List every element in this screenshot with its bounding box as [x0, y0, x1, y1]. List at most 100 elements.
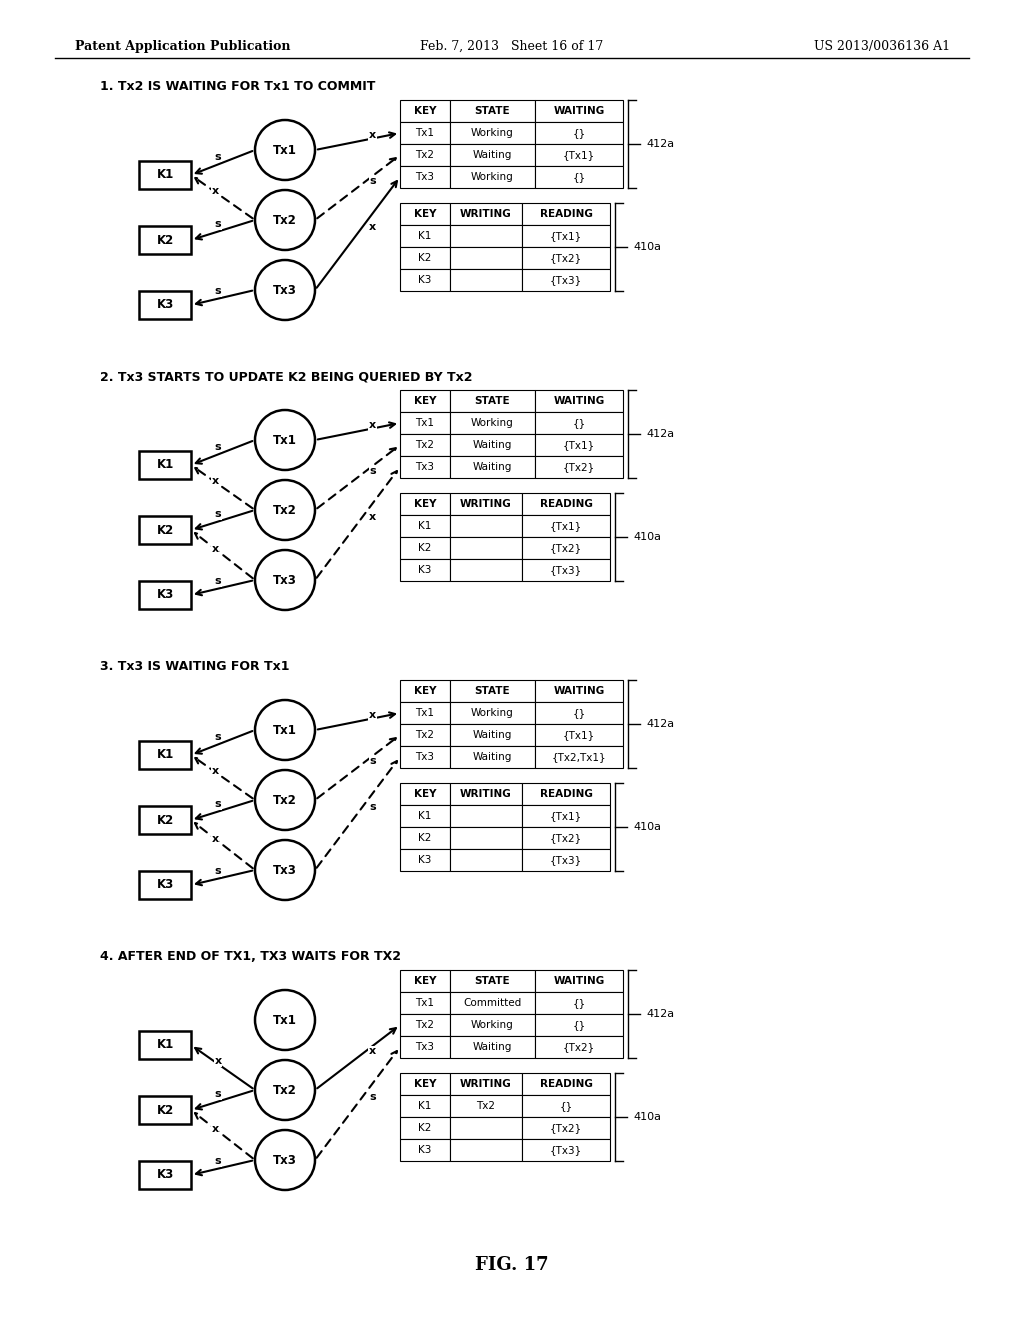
Bar	[450, 1073, 522, 1096]
Text: {Tx1}: {Tx1}	[563, 440, 595, 450]
Bar	[450, 970, 535, 993]
Bar	[400, 537, 450, 558]
Bar	[535, 1036, 623, 1059]
Text: 410a: 410a	[633, 822, 662, 832]
Bar	[400, 805, 450, 828]
Text: {Tx1}: {Tx1}	[550, 810, 582, 821]
Bar	[400, 100, 450, 121]
Text: KEY: KEY	[414, 106, 436, 116]
Text: K3: K3	[419, 565, 432, 576]
Bar	[450, 247, 522, 269]
Bar	[139, 451, 191, 479]
Bar	[400, 492, 450, 515]
Text: Tx2: Tx2	[416, 150, 434, 160]
Text: K2: K2	[419, 543, 432, 553]
Text: K3: K3	[157, 1168, 174, 1181]
Bar	[522, 224, 610, 247]
Text: {Tx2}: {Tx2}	[550, 253, 582, 263]
Bar	[139, 807, 191, 834]
Text: 1. Tx2 IS WAITING FOR Tx1 TO COMMIT: 1. Tx2 IS WAITING FOR Tx1 TO COMMIT	[100, 81, 376, 92]
Bar	[450, 849, 522, 871]
Bar	[400, 1096, 450, 1117]
Text: KEY: KEY	[414, 686, 436, 696]
Bar	[400, 1117, 450, 1139]
Text: Working: Working	[471, 1020, 514, 1030]
Text: Tx1: Tx1	[416, 418, 434, 428]
Bar	[535, 100, 623, 121]
Bar	[400, 1139, 450, 1162]
Bar	[450, 702, 535, 723]
Bar	[400, 121, 450, 144]
Bar	[535, 723, 623, 746]
Text: Tx1: Tx1	[416, 708, 434, 718]
Text: x: x	[211, 1125, 218, 1134]
Text: {}: {}	[572, 708, 586, 718]
Circle shape	[255, 260, 315, 319]
Text: Working: Working	[471, 128, 514, 139]
Text: K1: K1	[157, 748, 174, 762]
Bar	[139, 161, 191, 189]
Text: {Tx2}: {Tx2}	[550, 1123, 582, 1133]
Bar	[450, 166, 535, 187]
Bar	[522, 1117, 610, 1139]
Bar	[139, 1162, 191, 1189]
Bar	[400, 434, 450, 455]
Text: WAITING: WAITING	[553, 975, 604, 986]
Bar	[139, 581, 191, 609]
Text: x: x	[369, 512, 376, 523]
Text: s: s	[215, 731, 221, 742]
Text: K2: K2	[157, 1104, 174, 1117]
Bar	[450, 1036, 535, 1059]
Text: K2: K2	[157, 234, 174, 247]
Text: 2. Tx3 STARTS TO UPDATE K2 BEING QUERIED BY Tx2: 2. Tx3 STARTS TO UPDATE K2 BEING QUERIED…	[100, 370, 472, 383]
Bar	[450, 783, 522, 805]
Circle shape	[255, 1130, 315, 1191]
Text: 410a: 410a	[633, 242, 662, 252]
Text: 410a: 410a	[633, 1111, 662, 1122]
Text: x: x	[369, 710, 376, 721]
Bar	[139, 290, 191, 319]
Bar	[450, 269, 522, 290]
Text: K3: K3	[419, 855, 432, 865]
Bar	[400, 849, 450, 871]
Bar	[450, 412, 535, 434]
Text: x: x	[211, 544, 218, 554]
Text: K2: K2	[419, 1123, 432, 1133]
Text: Tx3: Tx3	[273, 863, 297, 876]
Text: Tx1: Tx1	[273, 433, 297, 446]
Bar	[400, 558, 450, 581]
Circle shape	[255, 770, 315, 830]
Text: KEY: KEY	[414, 499, 436, 510]
Text: STATE: STATE	[475, 686, 510, 696]
Bar	[400, 247, 450, 269]
Text: Working: Working	[471, 708, 514, 718]
Text: {Tx2}: {Tx2}	[550, 833, 582, 843]
Bar	[450, 144, 535, 166]
Bar	[400, 783, 450, 805]
Bar	[522, 828, 610, 849]
Bar	[535, 993, 623, 1014]
Text: Feb. 7, 2013   Sheet 16 of 17: Feb. 7, 2013 Sheet 16 of 17	[421, 40, 603, 53]
Text: Tx3: Tx3	[416, 172, 434, 182]
Bar	[400, 1014, 450, 1036]
Text: K3: K3	[157, 589, 174, 602]
Bar	[450, 203, 522, 224]
Bar	[400, 1073, 450, 1096]
Text: {Tx1}: {Tx1}	[563, 150, 595, 160]
Bar	[400, 828, 450, 849]
Text: s: s	[370, 177, 376, 186]
Text: {}: {}	[572, 418, 586, 428]
Text: s: s	[215, 219, 221, 228]
Bar	[535, 970, 623, 993]
Text: s: s	[215, 1156, 221, 1167]
Bar	[400, 224, 450, 247]
Text: x: x	[211, 477, 218, 487]
Text: s: s	[370, 1093, 376, 1102]
Bar	[450, 492, 522, 515]
Text: Tx2: Tx2	[273, 1084, 297, 1097]
Bar	[522, 558, 610, 581]
Bar	[535, 455, 623, 478]
Text: Tx2: Tx2	[273, 503, 297, 516]
Text: 4. AFTER END OF TX1, TX3 WAITS FOR TX2: 4. AFTER END OF TX1, TX3 WAITS FOR TX2	[100, 950, 401, 964]
Text: WRITING: WRITING	[460, 209, 512, 219]
